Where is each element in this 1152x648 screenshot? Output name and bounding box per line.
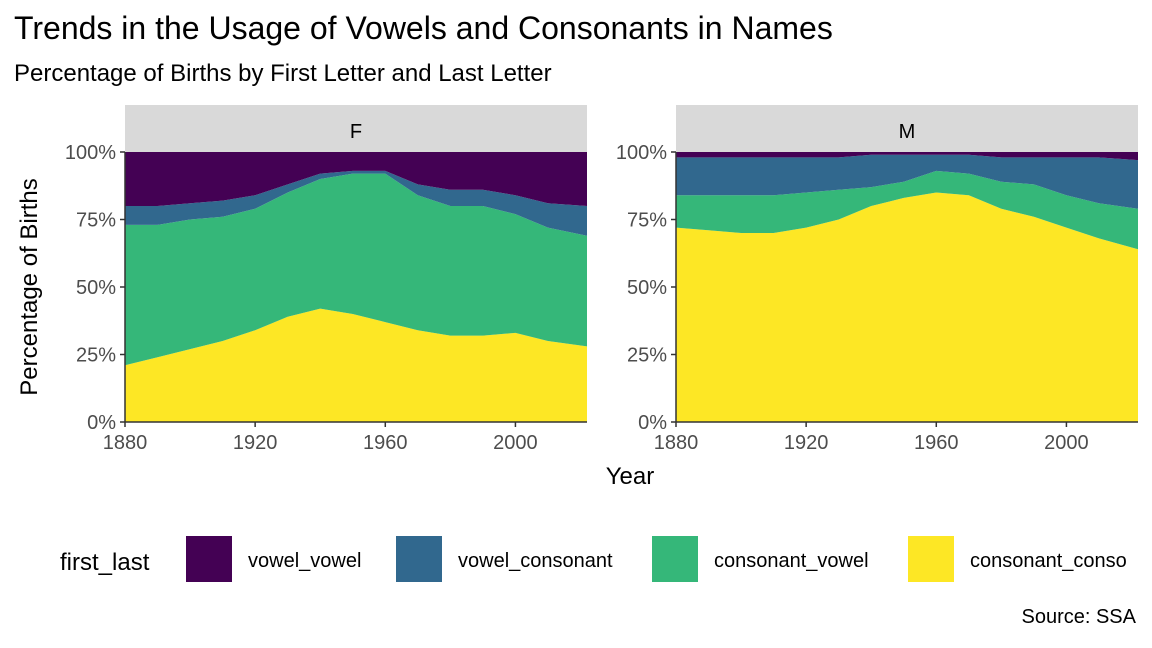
- y-tick-label: 25%: [76, 345, 116, 367]
- x-axis-title: Year: [606, 463, 655, 490]
- y-tick-label: 100%: [616, 142, 667, 164]
- chart-title: Trends in the Usage of Vowels and Conson…: [14, 10, 833, 46]
- y-tick-label: 100%: [65, 142, 116, 164]
- facet-strip-label: M: [899, 121, 916, 143]
- x-tick-label: 2000: [1044, 432, 1089, 454]
- y-tick-label: 50%: [76, 277, 116, 299]
- x-tick-label: 1960: [363, 432, 408, 454]
- y-axis-title: Percentage of Births: [16, 178, 43, 395]
- y-tick-label: 50%: [627, 277, 667, 299]
- facet-strip: [125, 105, 587, 152]
- area-consonant_consonant: [125, 308, 587, 422]
- legend-key-consonant_conso: [908, 536, 954, 582]
- x-tick-label: 1960: [914, 432, 959, 454]
- legend-label-consonant_conso: consonant_conso: [970, 550, 1127, 572]
- y-tick-label: 75%: [76, 210, 116, 232]
- y-tick-label: 75%: [627, 210, 667, 232]
- legend-title: first_last: [60, 549, 150, 576]
- area-vowel_vowel: [676, 152, 1138, 161]
- chart-subtitle: Percentage of Births by First Letter and…: [14, 60, 552, 87]
- legend-label-vowel_consonant: vowel_consonant: [458, 550, 613, 572]
- x-tick-label: 1880: [103, 432, 148, 454]
- legend-key-consonant_vowel: [652, 536, 698, 582]
- facet-strip: [676, 105, 1138, 152]
- y-tick-label: 25%: [627, 345, 667, 367]
- area-consonant_vowel: [676, 170, 1138, 250]
- y-tick-label: 0%: [87, 412, 116, 434]
- x-tick-label: 1920: [784, 432, 829, 454]
- y-tick-label: 0%: [638, 412, 667, 434]
- area-vowel_consonant: [676, 154, 1138, 209]
- area-consonant_vowel: [125, 173, 587, 366]
- x-tick-label: 1920: [233, 432, 278, 454]
- facet-strip-label: F: [350, 121, 362, 143]
- legend-key-vowel_vowel: [186, 536, 232, 582]
- area-consonant_consonant: [676, 192, 1138, 422]
- area-vowel_consonant: [125, 170, 587, 236]
- area-vowel_vowel: [125, 152, 587, 206]
- x-tick-label: 2000: [493, 432, 538, 454]
- source-caption: Source: SSA: [1021, 606, 1136, 628]
- legend-key-vowel_consonant: [396, 536, 442, 582]
- x-tick-label: 1880: [654, 432, 699, 454]
- legend-label-vowel_vowel: vowel_vowel: [248, 550, 361, 572]
- legend-label-consonant_vowel: consonant_vowel: [714, 550, 869, 572]
